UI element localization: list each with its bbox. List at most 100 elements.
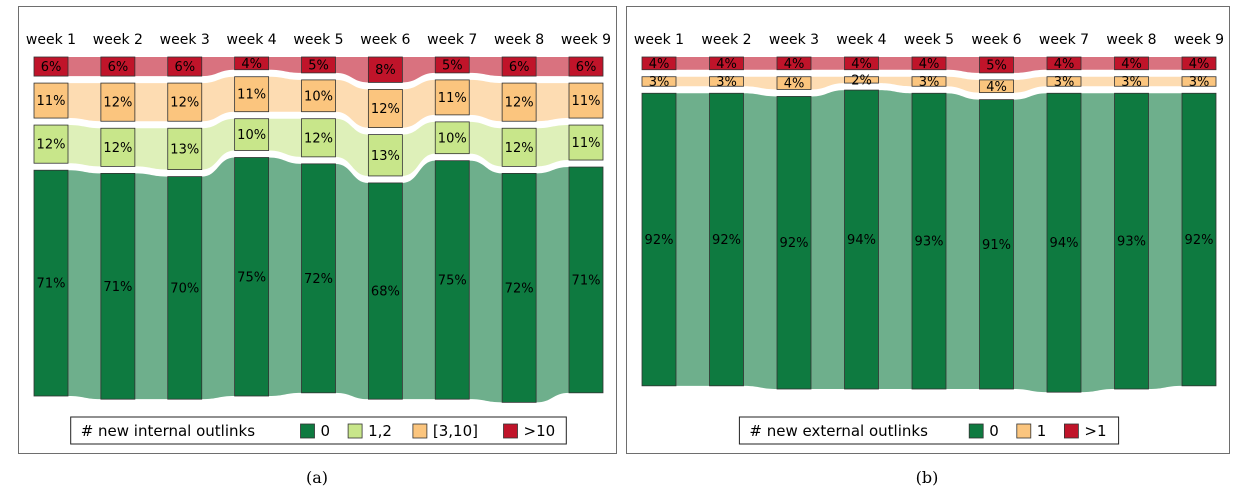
- week-label-1: week 1: [26, 32, 76, 48]
- flow-gt1-week-2: [743, 57, 777, 70]
- node-label-0-week-2: 71%: [103, 280, 132, 295]
- week-label-3: week 3: [769, 32, 819, 48]
- flow-1-week-7: [1081, 76, 1115, 87]
- flow-gt10-week-2: [134, 57, 168, 77]
- flow-gt10-week-4: [268, 57, 302, 73]
- flow-0-week-6: [1013, 93, 1047, 393]
- node-gt1-week-9: [1181, 56, 1217, 71]
- node-label-gt1-week-5: 4%: [919, 57, 940, 72]
- flow-gt1-week-7: [1081, 57, 1115, 70]
- node-label-1-week-1: 3%: [649, 75, 670, 90]
- node-1-2-week-2: [100, 127, 136, 167]
- legend-title: # new internal outlinks: [81, 422, 256, 440]
- legend: # new internal outlinks 0 1,2 [3,10] >10: [70, 416, 567, 445]
- node-label-1-2-week-4: 10%: [237, 128, 266, 143]
- node-label-3-10-week-5: 10%: [304, 89, 333, 104]
- node-label-3-10-week-9: 11%: [572, 94, 601, 109]
- node-0-week-3: [167, 176, 203, 400]
- node-0-week-9: [568, 166, 604, 394]
- legend-box: [738, 416, 1120, 445]
- node-0-week-6: [979, 99, 1014, 390]
- week-label-5: week 5: [904, 32, 954, 48]
- flow-0-week-1: [68, 170, 101, 400]
- node-label-1-2-week-1: 12%: [37, 138, 66, 153]
- node-0-week-4: [844, 89, 879, 390]
- legend: # new external outlinks 0 1 >1: [738, 416, 1120, 445]
- legend-label-0: 0: [321, 422, 331, 440]
- flow-gt10-week-7: [469, 57, 503, 77]
- node-1-week-4: [844, 76, 879, 84]
- flow-0-week-3: [811, 90, 845, 389]
- node-label-gt10-week-4: 4%: [241, 57, 262, 72]
- flow-0-week-8: [536, 167, 569, 403]
- node-label-gt10-week-5: 5%: [308, 58, 329, 73]
- week-label-3: week 3: [160, 32, 210, 48]
- flow-1-week-1: [676, 76, 710, 87]
- node-label-gt10-week-9: 6%: [576, 60, 597, 75]
- caption-a: (a): [305, 468, 329, 487]
- flow-0-week-5: [946, 93, 980, 389]
- node-label-0-week-9: 71%: [572, 273, 601, 288]
- flow-0-week-4: [268, 157, 302, 396]
- week-label-9: week 9: [1174, 32, 1224, 48]
- node-3-10-week-3: [167, 82, 203, 122]
- node-label-1-2-week-3: 13%: [170, 142, 199, 157]
- flow-1-week-3: [811, 76, 845, 90]
- flow-0-week-7: [1081, 93, 1115, 393]
- flow-1-2-week-7: [469, 121, 503, 167]
- week-label-2: week 2: [93, 32, 143, 48]
- node-1-2-week-1: [33, 124, 69, 164]
- node-3-10-week-6: [367, 89, 403, 129]
- legend-swatch-0: [300, 423, 315, 439]
- node-0-week-7: [1046, 92, 1082, 393]
- legend-swatch-3-10: [412, 423, 428, 439]
- flow-0-week-6: [402, 160, 436, 400]
- node-label-gt1-week-2: 4%: [716, 57, 737, 72]
- node-label-gt1-week-4: 4%: [851, 57, 872, 72]
- week-label-1: week 1: [634, 32, 684, 48]
- node-1-2-week-4: [234, 118, 270, 151]
- legend-swatch-1-2: [347, 423, 363, 439]
- flow-0-week-2: [134, 173, 168, 400]
- node-label-1-2-week-5: 12%: [304, 131, 333, 146]
- flow-3-10-week-7: [469, 79, 503, 122]
- node-0-week-5: [911, 92, 947, 390]
- flow-3-10-week-3: [201, 76, 235, 122]
- node-label-0-week-6: 91%: [982, 238, 1011, 253]
- flow-gt10-week-6: [402, 57, 436, 83]
- node-label-3-10-week-8: 12%: [505, 96, 534, 111]
- node-label-0-week-5: 93%: [915, 235, 944, 250]
- node-1-week-6: [979, 79, 1014, 94]
- flow-gt1-week-5: [946, 57, 980, 73]
- node-3-10-week-1: [33, 82, 69, 119]
- node-gt1-week-6: [979, 56, 1014, 74]
- node-label-0-week-2: 92%: [712, 233, 741, 248]
- node-label-3-10-week-6: 12%: [371, 102, 400, 117]
- node-label-gt1-week-6: 5%: [986, 58, 1007, 73]
- flow-gt10-week-8: [536, 57, 569, 77]
- node-label-0-week-4: 94%: [847, 233, 876, 248]
- node-1-2-week-8: [501, 127, 537, 167]
- node-label-0-week-1: 92%: [645, 233, 674, 248]
- sankey-panel-internal: week 1 week 2 week 3 week 4 week 5 week 6 week…: [18, 6, 617, 454]
- node-gt1-week-5: [911, 56, 947, 71]
- flow-1-week-4: [878, 76, 912, 87]
- node-label-gt1-week-3: 4%: [784, 57, 805, 72]
- flow-gt1-week-3: [811, 57, 845, 70]
- week-label-6: week 6: [971, 32, 1021, 48]
- flow-3-10-week-6: [402, 79, 436, 128]
- node-label-gt10-week-3: 6%: [174, 60, 195, 75]
- flow-gt1-week-1: [676, 57, 710, 70]
- node-gt1-week-3: [776, 56, 812, 71]
- node-label-1-week-5: 3%: [919, 75, 940, 90]
- node-label-gt1-week-7: 4%: [1054, 57, 1075, 72]
- node-0-week-9: [1181, 92, 1217, 387]
- node-gt10-week-4: [234, 56, 270, 71]
- node-1-2-week-3: [167, 127, 203, 170]
- node-label-gt10-week-7: 5%: [442, 58, 463, 73]
- node-3-10-week-8: [501, 82, 537, 122]
- flow-1-2-week-6: [402, 121, 436, 176]
- node-0-week-5: [301, 163, 336, 394]
- node-gt10-week-8: [501, 56, 537, 77]
- node-label-0-week-4: 75%: [237, 270, 266, 285]
